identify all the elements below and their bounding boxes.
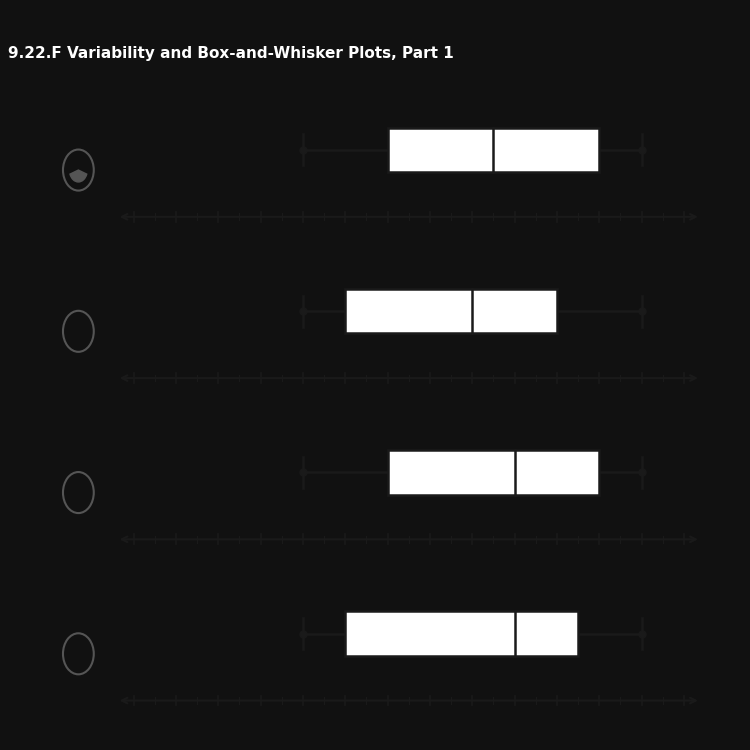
- Text: 10: 10: [128, 551, 140, 560]
- Text: 14: 14: [212, 712, 224, 722]
- Text: 24: 24: [424, 229, 436, 238]
- Text: 30: 30: [551, 712, 562, 722]
- Text: 32: 32: [593, 712, 605, 722]
- Text: 26: 26: [466, 712, 478, 722]
- Text: 16: 16: [255, 712, 266, 722]
- Text: 9.22.F Variability and Box-and-Whisker Plots, Part 1: 9.22.F Variability and Box-and-Whisker P…: [8, 46, 453, 62]
- Bar: [388, 450, 599, 494]
- Bar: [345, 289, 556, 333]
- Text: 14: 14: [212, 551, 224, 560]
- Text: 18: 18: [297, 712, 309, 722]
- Text: 34: 34: [636, 390, 647, 399]
- Text: 20: 20: [340, 229, 351, 238]
- Text: 34: 34: [636, 712, 647, 722]
- Text: 30: 30: [551, 390, 562, 399]
- Text: 36: 36: [678, 229, 689, 238]
- Text: 12: 12: [170, 229, 182, 238]
- Text: 10: 10: [128, 229, 140, 238]
- Text: 28: 28: [509, 712, 520, 722]
- Text: 36: 36: [678, 712, 689, 722]
- Text: 26: 26: [466, 229, 478, 238]
- Text: 22: 22: [382, 712, 393, 722]
- Text: 20: 20: [340, 712, 351, 722]
- Text: 18: 18: [297, 551, 309, 560]
- Text: 20: 20: [340, 390, 351, 399]
- Text: 18: 18: [297, 229, 309, 238]
- Text: 30: 30: [551, 551, 562, 560]
- Text: 24: 24: [424, 551, 436, 560]
- Text: 14: 14: [212, 390, 224, 399]
- Text: 24: 24: [424, 390, 436, 399]
- Text: 26: 26: [466, 551, 478, 560]
- Text: 36: 36: [678, 551, 689, 560]
- Text: 28: 28: [509, 551, 520, 560]
- Text: 34: 34: [636, 551, 647, 560]
- Text: 18: 18: [297, 390, 309, 399]
- Wedge shape: [70, 170, 87, 182]
- Text: 22: 22: [382, 551, 393, 560]
- Text: 16: 16: [255, 390, 266, 399]
- Text: 22: 22: [382, 229, 393, 238]
- Text: 16: 16: [255, 229, 266, 238]
- Bar: [388, 128, 599, 172]
- Text: 14: 14: [212, 229, 224, 238]
- Text: 12: 12: [170, 551, 182, 560]
- Text: 32: 32: [593, 229, 605, 238]
- Text: 32: 32: [593, 551, 605, 560]
- Text: 12: 12: [170, 712, 182, 722]
- Text: 10: 10: [128, 712, 140, 722]
- Text: 28: 28: [509, 390, 520, 399]
- Text: 10: 10: [128, 390, 140, 399]
- Bar: [345, 611, 578, 656]
- Text: 22: 22: [382, 390, 393, 399]
- Text: 34: 34: [636, 229, 647, 238]
- Text: 26: 26: [466, 390, 478, 399]
- Text: 24: 24: [424, 712, 436, 722]
- Text: 30: 30: [551, 229, 562, 238]
- Text: 36: 36: [678, 390, 689, 399]
- Text: 32: 32: [593, 390, 605, 399]
- Text: 20: 20: [340, 551, 351, 560]
- Text: 16: 16: [255, 551, 266, 560]
- Text: 28: 28: [509, 229, 520, 238]
- Text: 12: 12: [170, 390, 182, 399]
